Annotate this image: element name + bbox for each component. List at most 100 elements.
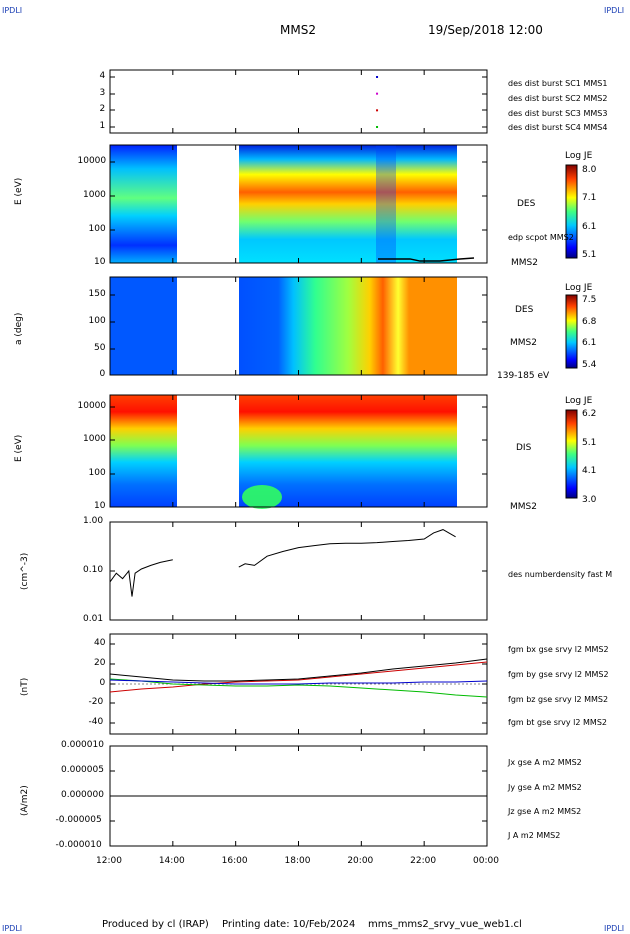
density-legend: des numberdensity fast M xyxy=(508,570,613,579)
des-pitch-sc-label: MMS2 xyxy=(510,338,537,348)
des_energy-colorbar-tick: 5.1 xyxy=(582,250,597,260)
dis_energy-ytick: 10 xyxy=(94,501,106,511)
legend-j: J A m2 MMS2 xyxy=(508,831,561,840)
density-ytick: 0.01 xyxy=(83,614,104,624)
density-panel xyxy=(109,521,488,621)
des_pitch-colorbar-tick: 6.8 xyxy=(582,316,597,327)
b-series-line xyxy=(109,679,488,685)
des-pitch-energy-range: 139-185 eV xyxy=(497,371,550,381)
des_pitch-colorbar-tick: 6.1 xyxy=(582,338,597,349)
current-ylabel: (A/m2) xyxy=(20,785,30,816)
colorbar-des-pitch xyxy=(565,294,578,369)
des_pitch-colorbar-tick: 7.5 xyxy=(582,295,597,305)
colorbar-dis-energy xyxy=(565,409,578,499)
bfield-ytick: 20 xyxy=(94,658,106,668)
des-energy-label: DES xyxy=(517,199,536,209)
burst-ytick: 3 xyxy=(99,88,106,98)
footer-printing-date: Printing date: 10/Feb/2024 xyxy=(222,919,356,930)
des_pitch-colorbar-tick: 5.4 xyxy=(582,360,597,370)
dis_energy-colorbar-tick: 4.1 xyxy=(582,466,597,477)
burst-marker xyxy=(376,76,379,78)
legend-burst-sc3: des dist burst SC3 MMS3 xyxy=(508,109,608,118)
current-ytick: -0.000005 xyxy=(55,815,102,825)
bfield-ytick: -20 xyxy=(88,697,104,707)
dis_energy-ytick: 100 xyxy=(88,468,106,478)
current-panel xyxy=(109,745,488,847)
des-pitch-spectrogram xyxy=(109,276,488,376)
des_energy-ytick: 100 xyxy=(88,224,106,234)
current-ytick: -0.000010 xyxy=(55,840,102,850)
bfield-ytick: 40 xyxy=(94,638,106,648)
des-energy-sublabel: edp scpot MMS2 xyxy=(508,233,574,242)
time-tick-label: 14:00 xyxy=(158,856,185,866)
legend-bt: fgm bt gse srvy l2 MMS2 xyxy=(508,718,607,727)
legend-burst-sc1: des dist burst SC1 MMS1 xyxy=(508,79,608,88)
time-tick-label: 00:00 xyxy=(473,856,499,866)
dis_energy-ytick: 1000 xyxy=(83,434,106,444)
footer-filename: mms_mms2_srvy_vue_web1.cl xyxy=(368,919,522,930)
dis_energy-colorbar-tick: 6.2 xyxy=(582,409,597,419)
corner-mark-tr: IPDLI xyxy=(604,6,625,15)
burst-ytick: 4 xyxy=(99,71,106,81)
current-ytick: 0.000000 xyxy=(61,790,104,800)
legend-jy: Jy gse A m2 MMS2 xyxy=(508,783,582,792)
legend-by: fgm by gse srvy l2 MMS2 xyxy=(508,670,609,679)
burst-marker xyxy=(376,109,379,112)
dis-energy-spectrogram xyxy=(109,394,488,509)
legend-burst-sc4: des dist burst SC4 MMS4 xyxy=(508,123,608,132)
corner-mark-bl: IPDLI xyxy=(2,924,23,933)
burst-ytick: 1 xyxy=(99,121,106,131)
des_pitch-ytick: 150 xyxy=(88,289,106,299)
bfield-ytick: 0 xyxy=(99,678,106,688)
footer-produced: Produced by cl (IRAP) xyxy=(102,919,209,930)
des-energy-ylabel: E (eV) xyxy=(14,177,24,205)
density-ytick: 0.10 xyxy=(83,565,104,575)
bfield-ylabel: (nT) xyxy=(20,677,30,696)
burst-panel xyxy=(109,69,488,134)
scpot-trace xyxy=(378,257,475,262)
des_energy-ytick: 10 xyxy=(94,257,106,267)
des-pitch-ylabel: a (deg) xyxy=(14,312,24,345)
bfield-panel xyxy=(109,633,488,735)
des_pitch-ytick: 50 xyxy=(94,343,106,353)
time-tick-label: 16:00 xyxy=(221,856,248,866)
time-tick-label: 20:00 xyxy=(347,856,374,866)
des_pitch-ytick: 0 xyxy=(99,369,106,379)
b-series-line xyxy=(109,658,488,682)
current-ytick: 0.000010 xyxy=(61,740,104,750)
des_energy-colorbar-tick: 8.0 xyxy=(582,165,597,175)
time-tick-label: 22:00 xyxy=(410,856,437,866)
dis_energy-ytick: 10000 xyxy=(77,401,107,411)
colorbar-dis-energy-title: Log JE xyxy=(565,396,593,406)
colorbar-des-pitch-title: Log JE xyxy=(565,283,593,293)
des_pitch-ytick: 100 xyxy=(88,316,106,326)
des_energy-colorbar-tick: 6.1 xyxy=(582,221,597,232)
legend-bz: fgm bz gse srvy l2 MMS2 xyxy=(508,695,609,704)
des_energy-ytick: 10000 xyxy=(77,156,107,166)
datetime-title: 19/Sep/2018 12:00 xyxy=(428,23,543,37)
burst-ytick: 2 xyxy=(99,104,106,114)
legend-bx: fgm bx gse srvy l2 MMS2 xyxy=(508,645,609,654)
dis-energy-ylabel: E (eV) xyxy=(14,434,24,462)
dis-energy-label: DIS xyxy=(516,443,532,453)
legend-burst-sc2: des dist burst SC2 MMS2 xyxy=(508,94,608,103)
burst-marker xyxy=(376,126,379,128)
colorbar-des-energy xyxy=(565,164,578,259)
corner-mark-br: IPDLI xyxy=(604,924,625,933)
density-ytick: 1.00 xyxy=(83,516,104,526)
time-tick-label: 18:00 xyxy=(284,856,311,866)
des-pitch-label: DES xyxy=(515,305,534,315)
legend-jz: Jz gse A m2 MMS2 xyxy=(508,807,582,816)
burst-marker xyxy=(376,92,379,95)
b-series-line xyxy=(109,661,488,693)
corner-mark-tl: IPDLI xyxy=(2,6,23,15)
des-energy-spectrogram xyxy=(109,144,488,264)
dis_energy-colorbar-tick: 3.0 xyxy=(582,495,597,505)
dis-energy-sc-label: MMS2 xyxy=(510,502,537,512)
des-energy-sc-label: MMS2 xyxy=(511,258,538,268)
density-ylabel: (cm^-3) xyxy=(20,552,30,590)
b-series-line xyxy=(109,678,488,698)
current-ytick: 0.000005 xyxy=(61,765,104,775)
spacecraft-title: MMS2 xyxy=(280,23,316,37)
